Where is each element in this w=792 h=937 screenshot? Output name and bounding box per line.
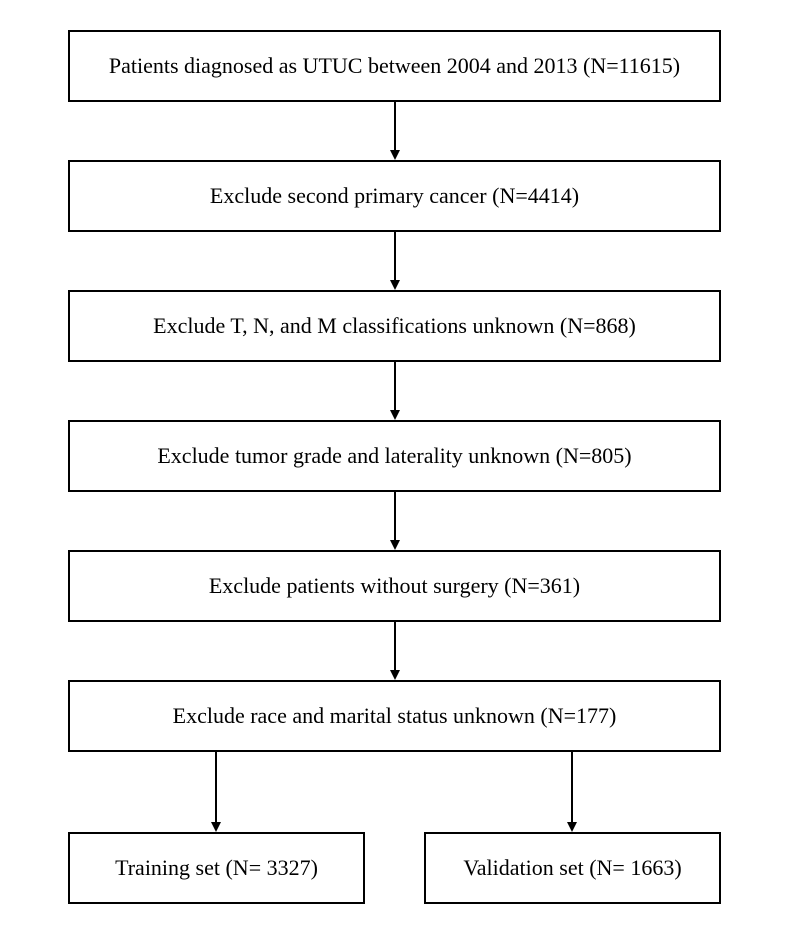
flow-node-exclude-second-primary: Exclude second primary cancer (N=4414) [68,160,721,232]
flowchart-canvas: Patients diagnosed as UTUC between 2004 … [0,0,792,937]
flow-node-label: Exclude T, N, and M classifications unkn… [153,313,636,339]
flow-node-label: Exclude tumor grade and laterality unkno… [157,443,631,469]
flow-node-exclude-grade-laterality: Exclude tumor grade and laterality unkno… [68,420,721,492]
flow-node-exclude-tnm-unknown: Exclude T, N, and M classifications unkn… [68,290,721,362]
flow-node-label: Exclude race and marital status unknown … [173,703,617,729]
flow-node-exclude-no-surgery: Exclude patients without surgery (N=361) [68,550,721,622]
flow-node-training-set: Training set (N= 3327) [68,832,365,904]
flow-node-label: Validation set (N= 1663) [463,855,681,881]
flow-node-exclude-race-marital: Exclude race and marital status unknown … [68,680,721,752]
flow-node-label: Exclude patients without surgery (N=361) [209,573,580,599]
flow-node-initial-cohort: Patients diagnosed as UTUC between 2004 … [68,30,721,102]
flow-node-label: Training set (N= 3327) [115,855,318,881]
flow-node-label: Patients diagnosed as UTUC between 2004 … [109,53,680,79]
flow-node-validation-set: Validation set (N= 1663) [424,832,721,904]
flow-node-label: Exclude second primary cancer (N=4414) [210,183,579,209]
